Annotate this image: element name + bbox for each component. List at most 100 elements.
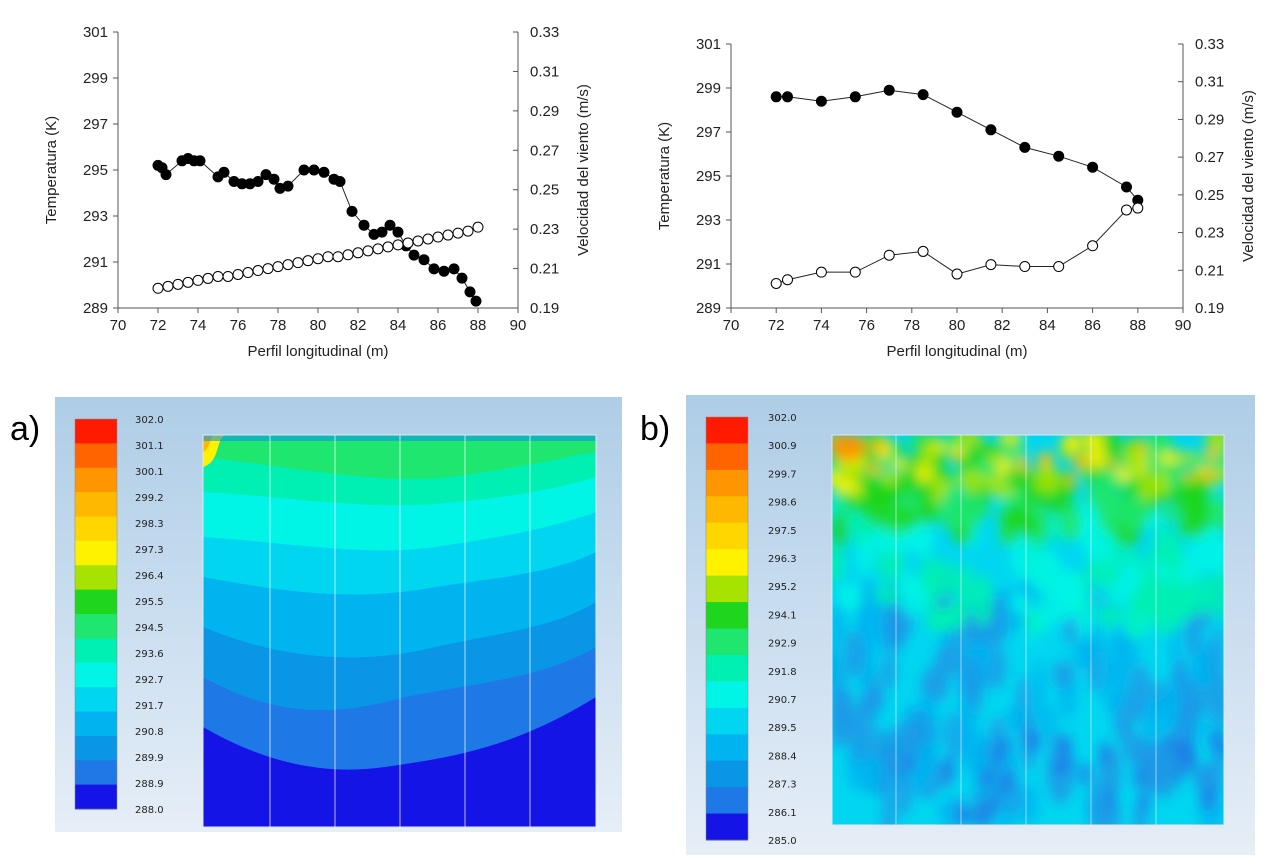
x-tick-label: 82 (350, 317, 367, 334)
series-0-point (448, 263, 460, 275)
series-1-point (782, 274, 793, 286)
x-tick-label: 90 (1175, 317, 1192, 334)
x-tick-label: 80 (310, 317, 327, 334)
color-scale-swatch (75, 565, 117, 591)
series-0-point (782, 91, 793, 103)
color-scale-label: 289.5 (768, 723, 797, 734)
color-scale-swatch (706, 628, 748, 656)
x-tick-label: 72 (150, 317, 167, 334)
y2-tick-label: 0.27 (1195, 149, 1224, 166)
series-0-point (470, 295, 482, 307)
series-1-point (352, 247, 364, 259)
series-1-point (212, 270, 224, 282)
color-scale-b: 302.0 300.9 299.7 298.6 297.5 296.3 295.2 294.1… (705, 413, 797, 847)
series-1-point (292, 257, 304, 269)
color-scale-swatch (75, 492, 117, 517)
color-scale-label: 286.1 (768, 808, 797, 819)
series-0-point (308, 164, 320, 176)
series-0-point (770, 91, 782, 103)
series-1-point (985, 259, 997, 271)
series-1-point (815, 266, 827, 278)
color-scale-label: 288.9 (135, 779, 164, 790)
color-scale-label: 290.7 (768, 695, 797, 706)
color-scale-label: 301.1 (135, 441, 164, 452)
series-1-point (252, 265, 264, 277)
color-scale-swatch (75, 467, 117, 493)
series-0-point (392, 226, 404, 238)
series-0-point (1053, 150, 1065, 162)
series-0-point (384, 219, 396, 231)
series-1-point (172, 278, 184, 290)
x-tick-label: 76 (858, 317, 875, 334)
series-0-point (298, 164, 310, 176)
color-scale-label: 288.0 (135, 805, 164, 816)
contour-plot-a: 302.0 301.1 300.1 299.2 298.3 297.3 296.4 295.5… (74, 415, 597, 828)
series-1-point (322, 251, 334, 263)
series-1-point (152, 282, 164, 294)
series-1-point (1121, 204, 1132, 216)
y-tick-label: 289 (83, 300, 108, 317)
series-0-point (849, 91, 861, 103)
y2-tick-label: 0.31 (1195, 74, 1224, 91)
color-scale-swatch (75, 614, 117, 639)
series-0-point (334, 176, 346, 187)
color-scale-label: 299.7 (768, 469, 797, 480)
color-scale-swatch (706, 549, 748, 577)
color-scale-swatch (706, 575, 748, 603)
x-tick-label: 74 (190, 317, 207, 334)
chart-temperature-wind-b: 70 72 74 76 78 80 82 84 86 88 90 289 291 293 295 297 299… (656, 36, 1257, 360)
y2-tick-label: 0.31 (530, 63, 559, 80)
y-tick-label: 295 (83, 162, 108, 179)
color-scale-label: 300.9 (768, 441, 797, 452)
y-tick-label: 291 (83, 254, 108, 271)
y2-axis-label: Velocidad del viento (m/s) (1240, 90, 1257, 262)
y2-tick-label: 0.29 (530, 103, 559, 120)
color-scale-swatch (706, 602, 748, 629)
y-axis-label: Temperatura (K) (656, 122, 673, 230)
series-0-point (1121, 181, 1132, 193)
color-scale-swatch (75, 589, 117, 615)
x-tick-label: 88 (1129, 317, 1146, 334)
series-1-point (242, 267, 254, 279)
series-1-point (362, 245, 374, 257)
color-scale-label: 295.5 (135, 597, 164, 608)
y-tick-label: 291 (696, 256, 721, 273)
color-scale-swatch (706, 734, 748, 762)
color-scale-label: 285.0 (768, 836, 797, 847)
series-0-point (985, 124, 997, 136)
contour-field-b (832, 435, 1224, 825)
y2-tick-label: 0.19 (530, 300, 559, 317)
series-1-point (312, 253, 324, 265)
color-scale-label: 302.0 (768, 413, 797, 424)
x-tick-label: 72 (768, 317, 785, 334)
y-tick-label: 293 (83, 208, 108, 225)
color-scale-label: 297.3 (135, 545, 164, 556)
x-tick-label: 74 (813, 317, 830, 334)
y2-tick-label: 0.27 (530, 142, 559, 159)
series-0-point (418, 254, 430, 266)
color-scale-label: 294.1 (768, 610, 797, 621)
series-1-point (192, 274, 204, 286)
contour-panel-a: 302.0 301.1 300.1 299.2 298.3 297.3 296.4 295.5… (55, 397, 622, 832)
y2-tick-label: 0.19 (1195, 300, 1224, 317)
series-1-point (402, 237, 414, 249)
y2-tick-label: 0.33 (530, 24, 559, 41)
series-0-point (428, 263, 440, 275)
series-0-point (194, 155, 206, 167)
x-axis-label: Perfil longitudinal (m) (248, 343, 389, 360)
color-scale-label: 293.6 (135, 649, 164, 660)
series-0-point (917, 89, 929, 101)
color-scale-label: 297.5 (768, 526, 797, 537)
series-1-point (222, 270, 234, 282)
x-tick-label: 80 (949, 317, 966, 334)
color-scale-label: 302.0 (135, 415, 164, 426)
series-1-point (332, 251, 344, 263)
contour-panel-b: 302.0 300.9 299.7 298.6 297.5 296.3 295.2 294.1… (686, 395, 1255, 855)
panel-letter-b: b) (640, 410, 671, 448)
series-1-point (422, 233, 434, 245)
color-scale-label: 291.7 (135, 701, 164, 712)
series-1-point (202, 272, 214, 284)
y-tick-label: 299 (696, 80, 721, 97)
series-1-point (452, 227, 464, 239)
color-scale-label: 295.2 (768, 582, 797, 593)
